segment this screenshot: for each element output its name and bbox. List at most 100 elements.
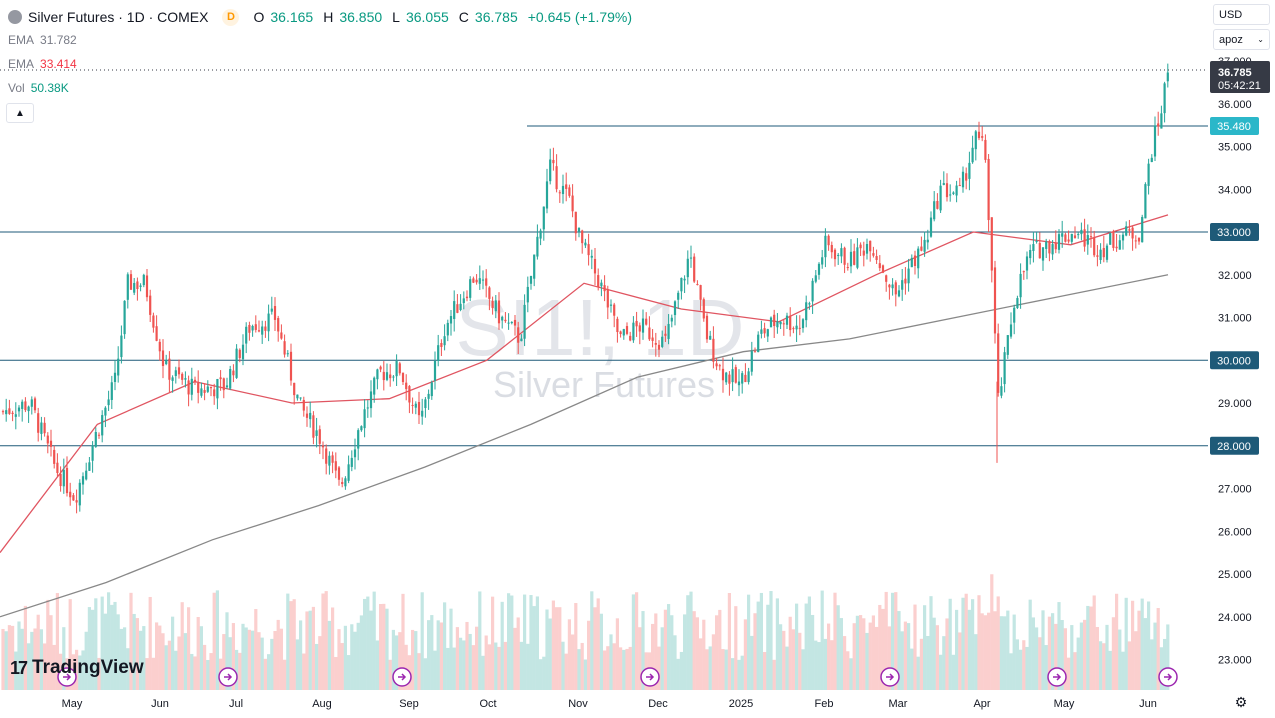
volume-bar	[814, 640, 818, 690]
candle-body	[302, 399, 305, 411]
volume-bar	[1067, 657, 1071, 690]
volume-bar	[267, 654, 271, 690]
volume-bar	[363, 598, 367, 690]
candle-body	[987, 158, 990, 221]
volume-bar	[798, 632, 802, 690]
volume-bar	[631, 594, 635, 690]
candle-body	[680, 277, 683, 292]
watermark-symbol: SI1!, 1D	[455, 283, 744, 372]
volume-bar	[1156, 608, 1160, 690]
candle-body	[670, 317, 673, 322]
volume-bar	[126, 648, 130, 690]
candle-body	[421, 410, 424, 417]
time-axis[interactable]: May Jun Jul Aug Sep Oct Nov Dec 2025 Feb Mar Apr May…	[62, 698, 1157, 710]
volume-bar	[20, 628, 24, 690]
volume-bar	[593, 607, 597, 690]
ema-indicator-1[interactable]: EMA 31.782	[8, 33, 77, 47]
volume-bar	[948, 598, 952, 690]
volume-bar	[571, 634, 575, 690]
candle-body	[251, 326, 254, 331]
candle-body	[1115, 246, 1118, 249]
volume-bar	[11, 625, 15, 690]
candle-body	[581, 230, 584, 244]
candle-body	[520, 338, 523, 342]
volume-bar	[1153, 622, 1157, 690]
candle-body	[1157, 123, 1160, 127]
volume-bar	[318, 636, 322, 690]
y-tick-label: 34.000	[1218, 184, 1252, 196]
candle-body	[94, 432, 97, 447]
candle-body	[174, 370, 177, 377]
volume-bar	[782, 630, 786, 690]
volume-bar	[1099, 641, 1103, 690]
volume-bar	[331, 607, 335, 690]
candle-body	[1006, 335, 1009, 355]
level-label: 33.000	[1217, 227, 1251, 239]
candle-body	[21, 401, 24, 409]
candle-body	[405, 382, 408, 390]
candle-body	[1003, 352, 1006, 385]
volume-bar	[670, 615, 674, 690]
x-tick-label: May	[62, 698, 83, 710]
volume-bar	[564, 653, 568, 690]
volume-bar	[123, 627, 127, 690]
volume-bar	[695, 617, 699, 690]
volume-bar	[164, 645, 168, 690]
volume-bar	[708, 646, 712, 690]
volume-bar	[884, 591, 888, 690]
volume-bar	[964, 593, 968, 690]
volume-bar	[622, 649, 626, 690]
volume-bar	[516, 617, 520, 690]
candle-body	[331, 455, 334, 463]
candle-body	[1112, 231, 1115, 248]
y-tick-label: 35.000	[1218, 142, 1252, 154]
currency-select[interactable]: USD	[1213, 4, 1270, 25]
candle-body	[600, 282, 603, 287]
volume-bar	[519, 641, 523, 690]
unit-select[interactable]: apoz ⌄	[1213, 29, 1270, 50]
volume-bar	[1127, 641, 1131, 690]
candle-body	[459, 303, 462, 310]
candle-body	[193, 379, 197, 382]
tradingview-logo[interactable]: 17 TradingView	[10, 657, 144, 679]
volume-bar	[155, 622, 159, 690]
candle-body	[107, 399, 110, 406]
volume-bar	[347, 655, 351, 690]
candle-body	[443, 336, 446, 346]
volume-bar	[721, 649, 725, 690]
collapse-legend-button[interactable]: ▲	[6, 103, 34, 123]
symbol-title[interactable]: Silver Futures · 1D · COMEX	[28, 9, 209, 25]
volume-bar	[30, 631, 34, 690]
candle-body	[859, 244, 862, 249]
event-arrow-icon	[1053, 673, 1062, 681]
volume-bar	[187, 607, 191, 690]
volume-bar	[686, 595, 690, 690]
candle-body	[379, 366, 382, 370]
gear-icon[interactable]: ⚙	[1234, 694, 1248, 710]
volume-bar	[119, 628, 123, 690]
candle-body	[1150, 157, 1153, 162]
candle-body	[699, 285, 702, 300]
delayed-data-badge[interactable]: D	[222, 8, 240, 26]
price-axis[interactable]: 37.00036.00035.00034.00033.00032.00031.0…	[1210, 56, 1270, 667]
candle-body	[62, 469, 65, 487]
volume-bar	[1012, 614, 1016, 690]
volume-bar	[471, 645, 475, 690]
volume-bar	[651, 623, 655, 690]
candle-body	[821, 257, 824, 265]
volume-bar	[46, 599, 50, 690]
candle-body	[187, 380, 190, 395]
volume-bar	[135, 618, 139, 690]
candle-body	[433, 360, 437, 381]
volume-bar	[974, 634, 978, 690]
volume-indicator[interactable]: Vol 50.38K	[8, 81, 69, 95]
volume-bar	[846, 651, 850, 690]
candle-body	[1102, 248, 1105, 258]
volume-bar	[852, 623, 856, 690]
ema-indicator-2[interactable]: EMA 33.414	[8, 57, 77, 71]
candle-body	[1125, 226, 1128, 236]
candle-body	[965, 173, 968, 181]
candle-body	[651, 337, 654, 341]
candlesticks	[1, 63, 1169, 514]
